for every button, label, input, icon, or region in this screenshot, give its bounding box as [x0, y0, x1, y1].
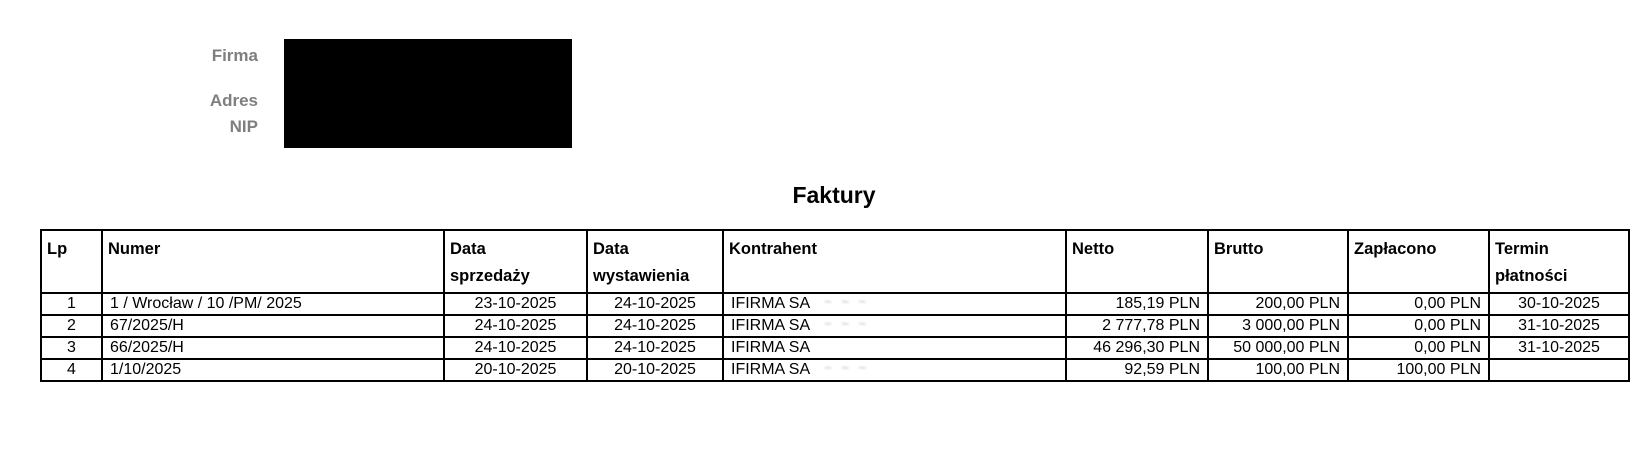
- blurred-redacted-text: [824, 295, 869, 309]
- column-header-kontrahent: Kontrahent: [722, 229, 1067, 294]
- column-header-label: Lp: [47, 240, 68, 258]
- cell-data-sprzedazy: 24-10-2025: [443, 314, 588, 338]
- cell-numer: 66/2025/H: [101, 336, 445, 360]
- invoices-table: Lp Numer Data sprzedaży Data wystawienia…: [40, 229, 1630, 382]
- column-header-lp: Lp: [40, 229, 103, 294]
- kontrahent-name: IFIRMA SA: [731, 295, 811, 312]
- cell-termin-platnosci: 30-10-2025: [1488, 292, 1630, 316]
- cell-lp: 1: [40, 292, 103, 316]
- adres-label: Adres: [209, 91, 258, 110]
- kontrahent-name: IFIRMA SA: [731, 317, 811, 334]
- cell-brutto: 100,00 PLN: [1207, 358, 1349, 382]
- column-header-brutto: Brutto: [1207, 229, 1349, 294]
- cell-kontrahent: IFIRMA SA: [722, 336, 1067, 360]
- column-header-label: Termin: [1495, 240, 1549, 258]
- column-header-label: Zapłacono: [1354, 240, 1437, 258]
- cell-numer: 67/2025/H: [101, 314, 445, 338]
- column-header-data-wystawienia: Data wystawienia: [586, 229, 724, 294]
- column-header-data-sprzedazy: Data sprzedaży: [443, 229, 588, 294]
- cell-zaplacono: 0,00 PLN: [1347, 336, 1490, 360]
- cell-zaplacono: 0,00 PLN: [1347, 292, 1490, 316]
- cell-data-wystawienia: 24-10-2025: [586, 336, 724, 360]
- column-header-label: sprzedaży: [450, 267, 530, 285]
- table-row: 1 1 / Wrocław / 10 /PM/ 2025 23-10-2025 …: [40, 292, 1630, 316]
- cell-termin-platnosci: [1488, 358, 1630, 382]
- cell-data-sprzedazy: 23-10-2025: [443, 292, 588, 316]
- table-row: 4 1/10/2025 20-10-2025 20-10-2025 IFIRMA…: [40, 358, 1630, 382]
- cell-brutto: 200,00 PLN: [1207, 292, 1349, 316]
- column-header-label: Brutto: [1214, 240, 1264, 258]
- column-header-zaplacono: Zapłacono: [1347, 229, 1490, 294]
- table-row: 2 67/2025/H 24-10-2025 24-10-2025 IFIRMA…: [40, 314, 1630, 338]
- cell-kontrahent: IFIRMA SA: [722, 314, 1067, 338]
- cell-data-sprzedazy: 24-10-2025: [443, 336, 588, 360]
- cell-data-wystawienia: 20-10-2025: [586, 358, 724, 382]
- cell-numer: 1 / Wrocław / 10 /PM/ 2025: [101, 292, 445, 316]
- table-header-row: Lp Numer Data sprzedaży Data wystawienia…: [40, 229, 1630, 294]
- cell-kontrahent: IFIRMA SA: [722, 292, 1067, 316]
- kontrahent-name: IFIRMA SA: [731, 361, 811, 378]
- blurred-redacted-text: [824, 317, 869, 331]
- cell-netto: 92,59 PLN: [1065, 358, 1209, 382]
- cell-lp: 4: [40, 358, 103, 382]
- cell-netto: 2 777,78 PLN: [1065, 314, 1209, 338]
- column-header-numer: Numer: [101, 229, 445, 294]
- cell-termin-platnosci: 31-10-2025: [1488, 314, 1630, 338]
- cell-zaplacono: 100,00 PLN: [1347, 358, 1490, 382]
- column-header-termin-platnosci: Termin płatności: [1488, 229, 1630, 294]
- cell-termin-platnosci: 31-10-2025: [1488, 336, 1630, 360]
- cell-data-wystawienia: 24-10-2025: [586, 292, 724, 316]
- column-header-label: Data: [593, 240, 629, 258]
- redacted-company-info-box: [284, 39, 572, 148]
- firma-label: Firma: [211, 46, 258, 65]
- cell-zaplacono: 0,00 PLN: [1347, 314, 1490, 338]
- cell-numer: 1/10/2025: [101, 358, 445, 382]
- cell-lp: 2: [40, 314, 103, 338]
- page-title: Faktury: [792, 182, 876, 208]
- kontrahent-name: IFIRMA SA: [731, 339, 811, 356]
- cell-netto: 185,19 PLN: [1065, 292, 1209, 316]
- cell-brutto: 3 000,00 PLN: [1207, 314, 1349, 338]
- column-header-label: wystawienia: [593, 267, 690, 285]
- cell-lp: 3: [40, 336, 103, 360]
- blurred-redacted-text: [824, 361, 869, 375]
- column-header-label: Netto: [1072, 240, 1115, 258]
- column-header-label: Data: [450, 240, 486, 258]
- column-header-label: Kontrahent: [729, 240, 817, 258]
- cell-brutto: 50 000,00 PLN: [1207, 336, 1349, 360]
- cell-kontrahent: IFIRMA SA: [722, 358, 1067, 382]
- table-row: 3 66/2025/H 24-10-2025 24-10-2025 IFIRMA…: [40, 336, 1630, 360]
- column-header-label: Numer: [108, 240, 161, 258]
- nip-label: NIP: [229, 117, 258, 136]
- column-header-label: płatności: [1495, 267, 1568, 285]
- cell-data-wystawienia: 24-10-2025: [586, 314, 724, 338]
- column-header-netto: Netto: [1065, 229, 1209, 294]
- cell-netto: 46 296,30 PLN: [1065, 336, 1209, 360]
- cell-data-sprzedazy: 20-10-2025: [443, 358, 588, 382]
